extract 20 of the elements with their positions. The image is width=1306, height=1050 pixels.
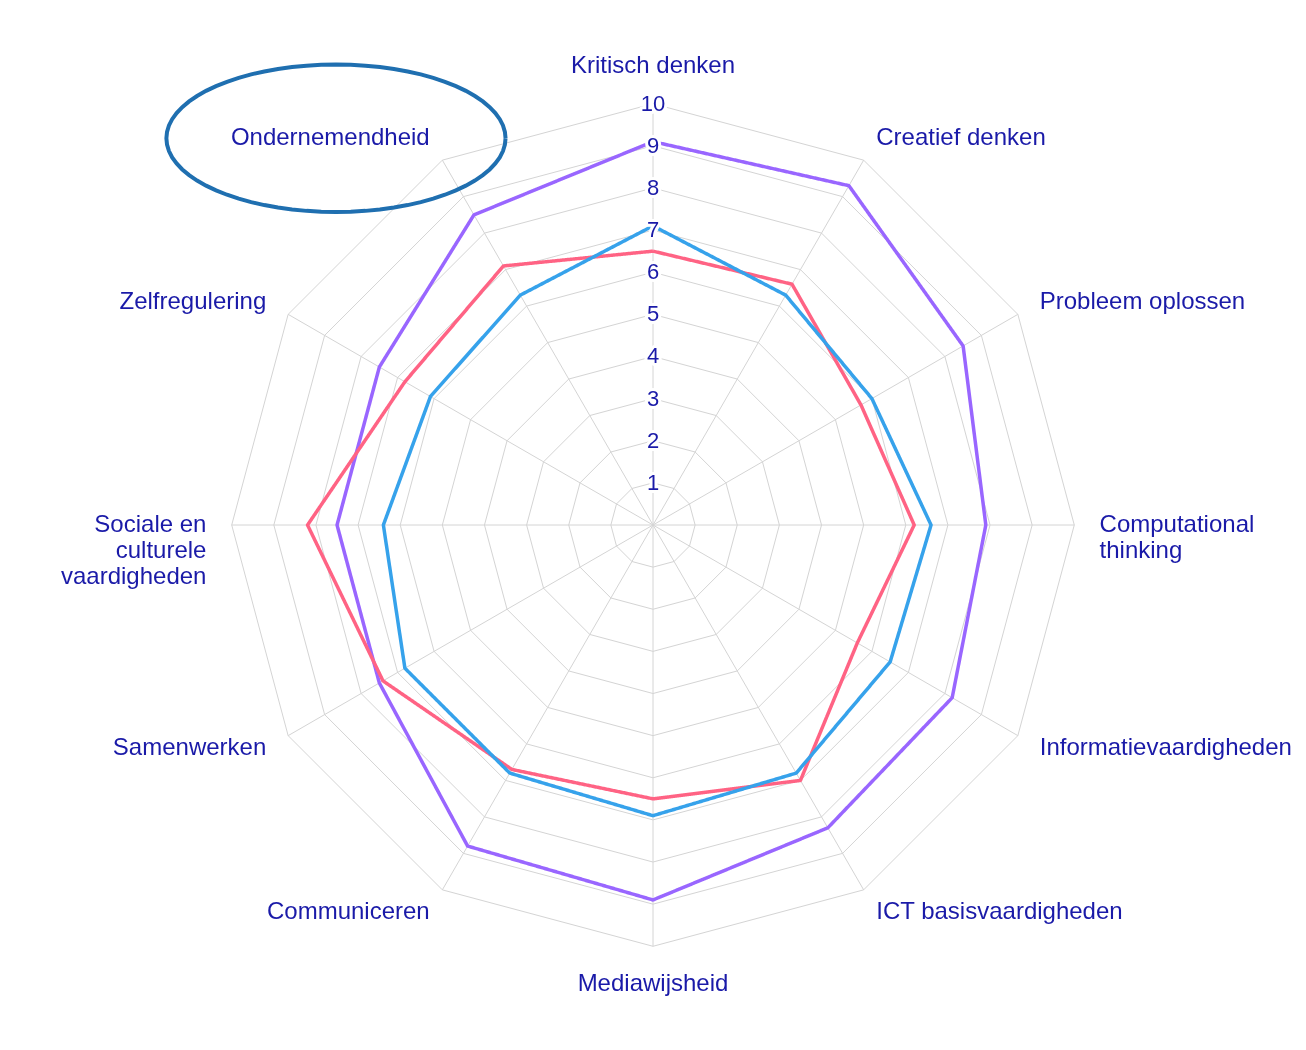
- spoke-label: Communiceren: [266, 896, 430, 924]
- y-tick-label: 3: [646, 385, 660, 411]
- y-tick-label: 4: [646, 343, 660, 369]
- spoke-label: Kritisch denken: [570, 50, 736, 78]
- spoke-label: ICT basisvaardigheden: [876, 896, 1123, 924]
- spoke-label: Sociale en culturele vaardigheden: [60, 510, 207, 589]
- y-tick-label: 8: [646, 174, 660, 200]
- spoke-label: Samenwerken: [112, 733, 267, 761]
- y-tick-label: 1: [646, 469, 660, 495]
- y-tick-label: 10: [640, 90, 666, 116]
- spoke-label: Ondernemendheid: [230, 123, 430, 151]
- y-tick-label: 5: [646, 301, 660, 327]
- spoke-label: Probleem oplossen: [1039, 286, 1246, 314]
- spoke-label: Informatievaardigheden: [1039, 733, 1292, 761]
- spoke-label: Mediawijsheid: [577, 969, 729, 997]
- spoke-label: Creatief denken: [876, 123, 1046, 151]
- y-tick-label: 2: [646, 427, 660, 453]
- spoke-label: Zelfregulering: [119, 286, 267, 314]
- y-tick-label: 6: [646, 259, 660, 285]
- spoke-label: Computational thinking: [1099, 510, 1255, 563]
